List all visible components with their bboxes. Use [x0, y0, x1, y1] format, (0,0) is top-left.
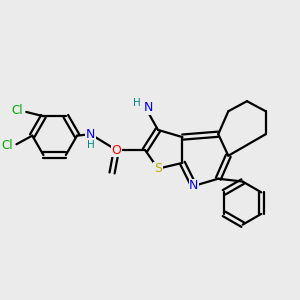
Text: S: S: [154, 162, 162, 175]
Text: N: N: [189, 179, 199, 192]
Text: H: H: [133, 98, 141, 109]
Text: N: N: [86, 128, 95, 141]
Text: Cl: Cl: [2, 139, 13, 152]
Text: Cl: Cl: [11, 104, 23, 117]
Text: H: H: [87, 140, 94, 150]
Text: O: O: [111, 143, 121, 157]
Text: N: N: [143, 101, 153, 114]
